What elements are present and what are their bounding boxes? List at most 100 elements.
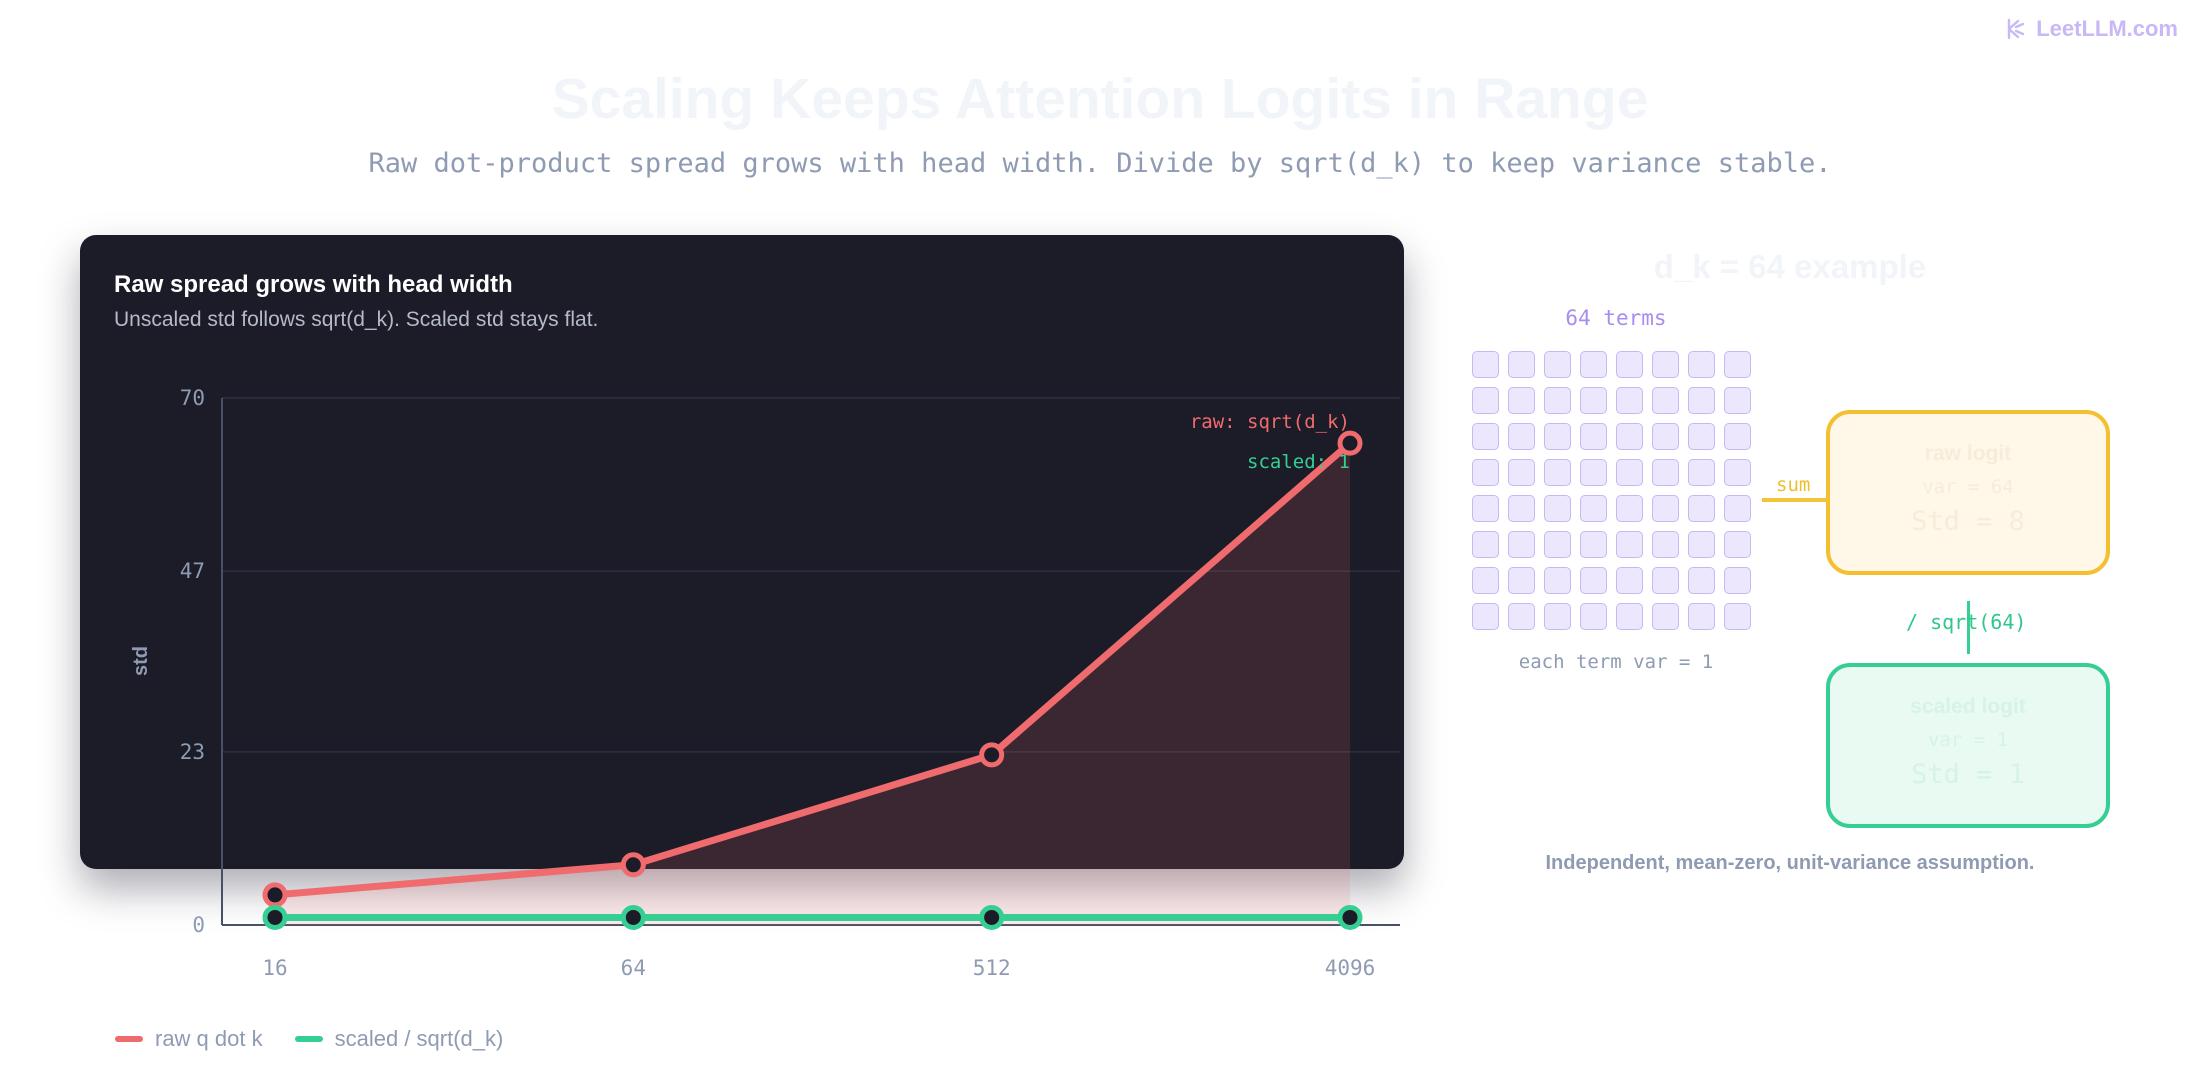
- brand[interactable]: LeetLLM.com: [2004, 16, 2178, 42]
- term-cell: [1652, 459, 1679, 486]
- brand-name: LeetLLM.com: [2036, 16, 2178, 41]
- brand-logo-icon: [2008, 18, 2025, 40]
- assumption-footnote: Independent, mean-zero, unit-variance as…: [1545, 852, 2035, 874]
- term-cell: [1472, 567, 1499, 594]
- chart-card-subtitle: Unscaled std follows sqrt(d_k). Scaled s…: [114, 308, 599, 331]
- term-cell: [1724, 351, 1751, 378]
- scaled-series-point: [620, 904, 646, 930]
- term-cell: [1544, 495, 1571, 522]
- term-cell: [1472, 603, 1499, 630]
- term-cell: [1580, 495, 1607, 522]
- term-cell: [1724, 603, 1751, 630]
- term-cell: [1508, 351, 1535, 378]
- legend-item-raw[interactable]: raw q dot k: [115, 1026, 263, 1052]
- term-cell: [1652, 567, 1679, 594]
- term-cell: [1508, 567, 1535, 594]
- term-cell: [1508, 459, 1535, 486]
- term-cell: [1544, 351, 1571, 378]
- term-cell: [1652, 423, 1679, 450]
- raw-logit-var: var = 64: [1922, 476, 2014, 498]
- chart-legend: raw q dot k scaled / sqrt(d_k): [115, 1026, 503, 1052]
- term-cell: [1580, 423, 1607, 450]
- term-cell: [1472, 531, 1499, 558]
- scaled-series-point: [1337, 904, 1363, 930]
- term-cell: [1688, 567, 1715, 594]
- scaled-logit-var: var = 1: [1927, 729, 2009, 751]
- legend-item-scaled[interactable]: scaled / sqrt(d_k): [294, 1026, 504, 1052]
- chart-card: Raw spread grows with head width Unscale…: [80, 235, 1404, 869]
- line-chart: 0 23 47 70 16 64 512 4096 std raw: sqrt(d_k)scale…: [130, 386, 1400, 980]
- raw-logit-box: raw logit var = 64 Std = 8: [1826, 410, 2110, 575]
- legend-swatch-scaled: [294, 1036, 323, 1042]
- term-cell: [1580, 459, 1607, 486]
- term-cell: [1616, 531, 1643, 558]
- term-cell: [1724, 495, 1751, 522]
- term-cell: [1472, 387, 1499, 414]
- sum-connector: [1762, 498, 1828, 502]
- term-caption: each term var = 1: [1518, 651, 1714, 673]
- term-cell: [1508, 531, 1535, 558]
- term-cell: [1580, 531, 1607, 558]
- term-cell: [1616, 387, 1643, 414]
- term-cell: [1580, 567, 1607, 594]
- term-cell: [1688, 459, 1715, 486]
- raw-series-line: [271, 439, 1354, 899]
- term-cell: [1472, 351, 1499, 378]
- page-title: Scaling Keeps Attention Logits in Range: [551, 67, 1649, 131]
- term-cell: [1544, 567, 1571, 594]
- term-cell: [1724, 567, 1751, 594]
- page-subtitle: Raw dot-product spread grows with head w…: [368, 148, 1832, 179]
- y-tick-label: 23: [180, 740, 205, 764]
- term-cell: [1724, 423, 1751, 450]
- term-cell: [1616, 567, 1643, 594]
- raw-series-point: [979, 742, 1005, 768]
- term-cell: [1652, 387, 1679, 414]
- x-tick-label: 4096: [1325, 956, 1376, 980]
- raw-series-point: [1337, 430, 1363, 456]
- raw-logit-std: Std = 8: [1911, 506, 2025, 537]
- term-grid: [1472, 351, 1751, 630]
- term-cell: [1508, 387, 1535, 414]
- term-cell: [1472, 495, 1499, 522]
- term-cell: [1724, 531, 1751, 558]
- term-cell: [1616, 459, 1643, 486]
- term-cell: [1688, 423, 1715, 450]
- scaled-logit-title: scaled logit: [1910, 695, 2026, 718]
- legend-label-scaled: scaled / sqrt(d_k): [334, 1026, 504, 1051]
- term-cell: [1544, 459, 1571, 486]
- term-cell: [1724, 459, 1751, 486]
- term-cell: [1580, 603, 1607, 630]
- term-cell: [1688, 531, 1715, 558]
- term-cell: [1652, 351, 1679, 378]
- legend-label-raw: raw q dot k: [155, 1026, 263, 1051]
- scaled-series-point: [262, 904, 288, 930]
- y-axis-label: std: [130, 646, 152, 676]
- term-cell: [1544, 531, 1571, 558]
- term-cell: [1616, 495, 1643, 522]
- term-cell: [1508, 603, 1535, 630]
- divide-connector: [1967, 601, 1970, 654]
- sum-label: sum: [1776, 474, 1811, 496]
- divide-label: / sqrt(64): [1906, 610, 2027, 634]
- diagram-title: d_k = 64 example: [1653, 248, 1927, 285]
- term-cell: [1652, 495, 1679, 522]
- term-cell: [1472, 459, 1499, 486]
- raw-annotation: raw: sqrt(d_k): [1190, 411, 1350, 433]
- term-cell: [1652, 531, 1679, 558]
- y-tick-label: 0: [192, 913, 205, 937]
- x-tick-label: 16: [262, 956, 287, 980]
- raw-series-area: [275, 443, 1350, 925]
- scaled-series-point: [979, 904, 1005, 930]
- terms-label: 64 terms: [1565, 306, 1667, 330]
- term-cell: [1688, 351, 1715, 378]
- term-cell: [1544, 603, 1571, 630]
- y-tick-label: 70: [180, 386, 205, 410]
- chart-card-title: Raw spread grows with head width: [114, 271, 513, 298]
- term-cell: [1652, 603, 1679, 630]
- term-cell: [1472, 423, 1499, 450]
- term-cell: [1580, 351, 1607, 378]
- term-cell: [1580, 387, 1607, 414]
- term-cell: [1688, 495, 1715, 522]
- raw-series-point: [262, 882, 288, 908]
- x-tick-label: 64: [621, 956, 646, 980]
